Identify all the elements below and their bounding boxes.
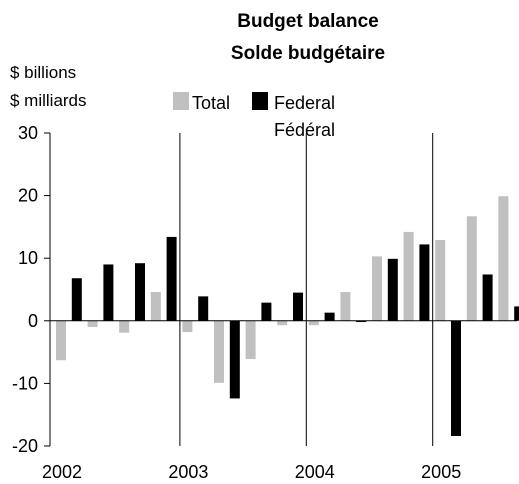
legend-label-federal-fr: Fédéral — [274, 120, 335, 140]
bar-federal — [324, 312, 335, 321]
bar-federal — [419, 244, 430, 321]
y-tick-labels: 30 20 10 0 -10 -20 — [12, 123, 38, 456]
x-year-label: 2004 — [295, 462, 335, 482]
y-tick-label: 30 — [18, 123, 38, 143]
legend-label-federal: Federal — [274, 93, 335, 113]
bar-federal — [103, 264, 114, 321]
y-axis-label-fr: $ milliards — [10, 91, 87, 110]
y-tick-label: -20 — [12, 436, 38, 456]
legend: Total Federal Fédéral — [173, 92, 335, 140]
bar-federal — [135, 263, 145, 321]
x-year-label: 2002 — [42, 462, 82, 482]
y-tick-label: 10 — [18, 248, 38, 268]
bar-total — [56, 320, 66, 361]
bar-federal — [293, 292, 303, 321]
bar-total — [277, 320, 288, 326]
year-dividers — [179, 133, 434, 446]
legend-swatch-federal — [252, 92, 268, 110]
bar-total — [245, 320, 256, 359]
x-year-labels: 20022003200420052006 — [42, 462, 461, 482]
bar-total — [214, 320, 224, 383]
axes — [44, 132, 517, 447]
bar-total — [119, 320, 130, 333]
bars — [56, 196, 519, 436]
legend-swatch-total — [173, 92, 189, 110]
bar-total — [340, 292, 351, 321]
y-tick-label: 20 — [18, 186, 38, 206]
bar-federal — [387, 258, 398, 321]
bar-federal — [71, 278, 82, 321]
bar-federal — [166, 236, 177, 321]
bar-total — [87, 320, 98, 328]
bar-total — [150, 292, 161, 321]
bar-federal — [356, 320, 367, 323]
x-year-label: 2005 — [421, 462, 461, 482]
bar-federal — [198, 296, 209, 321]
x-year-label: 2003 — [168, 462, 208, 482]
bar-federal — [451, 320, 461, 436]
chart-subtitle: Solde budgétaire — [231, 43, 385, 64]
legend-label-total: Total — [192, 93, 230, 113]
y-tick-label: 0 — [28, 311, 38, 331]
bar-total — [308, 320, 319, 326]
bar-total — [372, 256, 382, 321]
bar-federal — [482, 274, 493, 321]
bar-total — [498, 196, 509, 321]
bar-total — [435, 240, 446, 321]
bar-total — [403, 231, 414, 321]
bar-total — [182, 320, 193, 333]
bar-federal — [229, 320, 240, 399]
bar-total — [466, 216, 477, 321]
chart-title: Budget balance — [237, 11, 378, 32]
y-tick-label: -10 — [12, 373, 38, 393]
bar-federal — [261, 302, 272, 321]
y-axis-label: $ billions — [10, 63, 76, 82]
bar-federal — [514, 306, 519, 321]
